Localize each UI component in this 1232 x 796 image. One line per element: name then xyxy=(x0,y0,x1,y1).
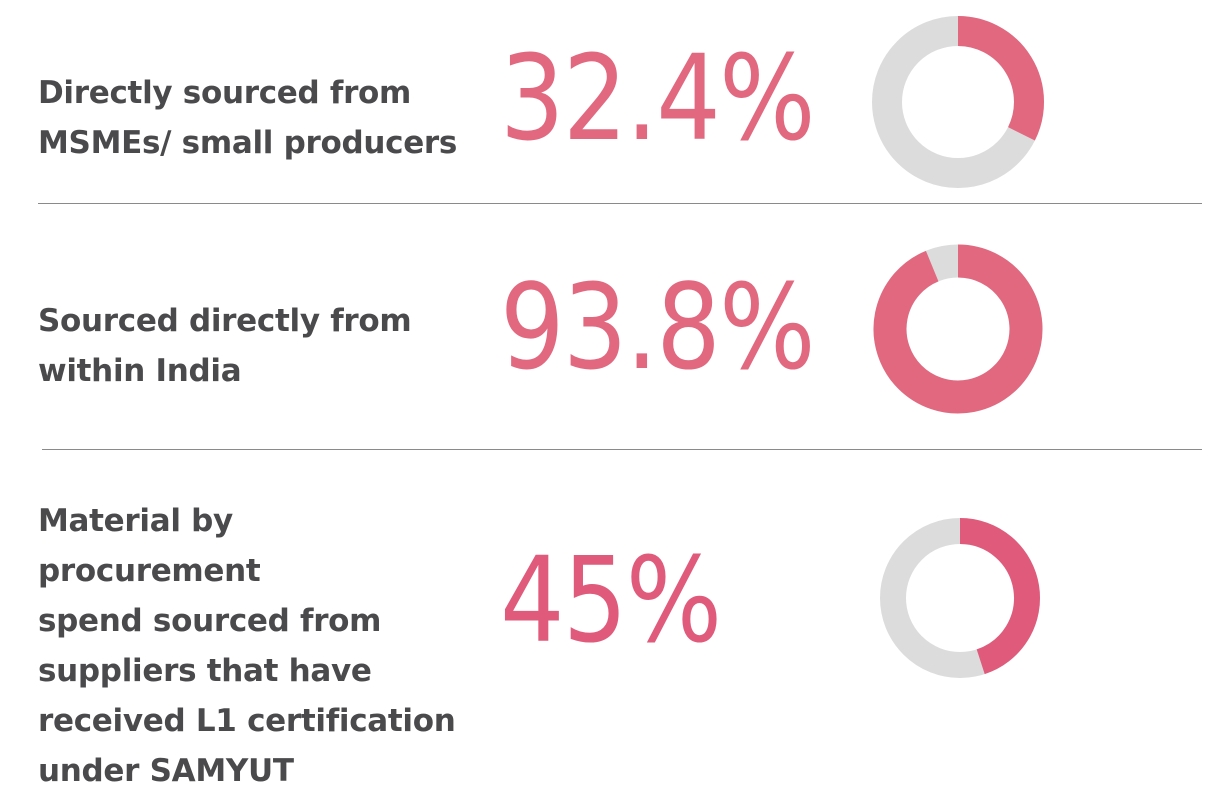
donut-value-arc xyxy=(873,244,1043,414)
stat-label: Sourced directly from within India xyxy=(38,303,412,389)
donut-chart xyxy=(873,244,1043,414)
donut-chart xyxy=(872,16,1044,188)
divider xyxy=(42,449,1202,450)
divider xyxy=(38,203,1202,204)
stat-label: Material by procurement spend sourced fr… xyxy=(38,503,456,789)
donut-value-arc xyxy=(959,518,1040,675)
stat-value: 93.8% xyxy=(500,258,815,396)
stat-label: Directly sourced from MSMEs/ small produ… xyxy=(38,75,458,161)
stat-value: 45% xyxy=(500,531,722,669)
stat-value: 32.4% xyxy=(500,29,815,167)
donut-value-arc xyxy=(957,16,1044,141)
donut-chart xyxy=(880,518,1040,678)
